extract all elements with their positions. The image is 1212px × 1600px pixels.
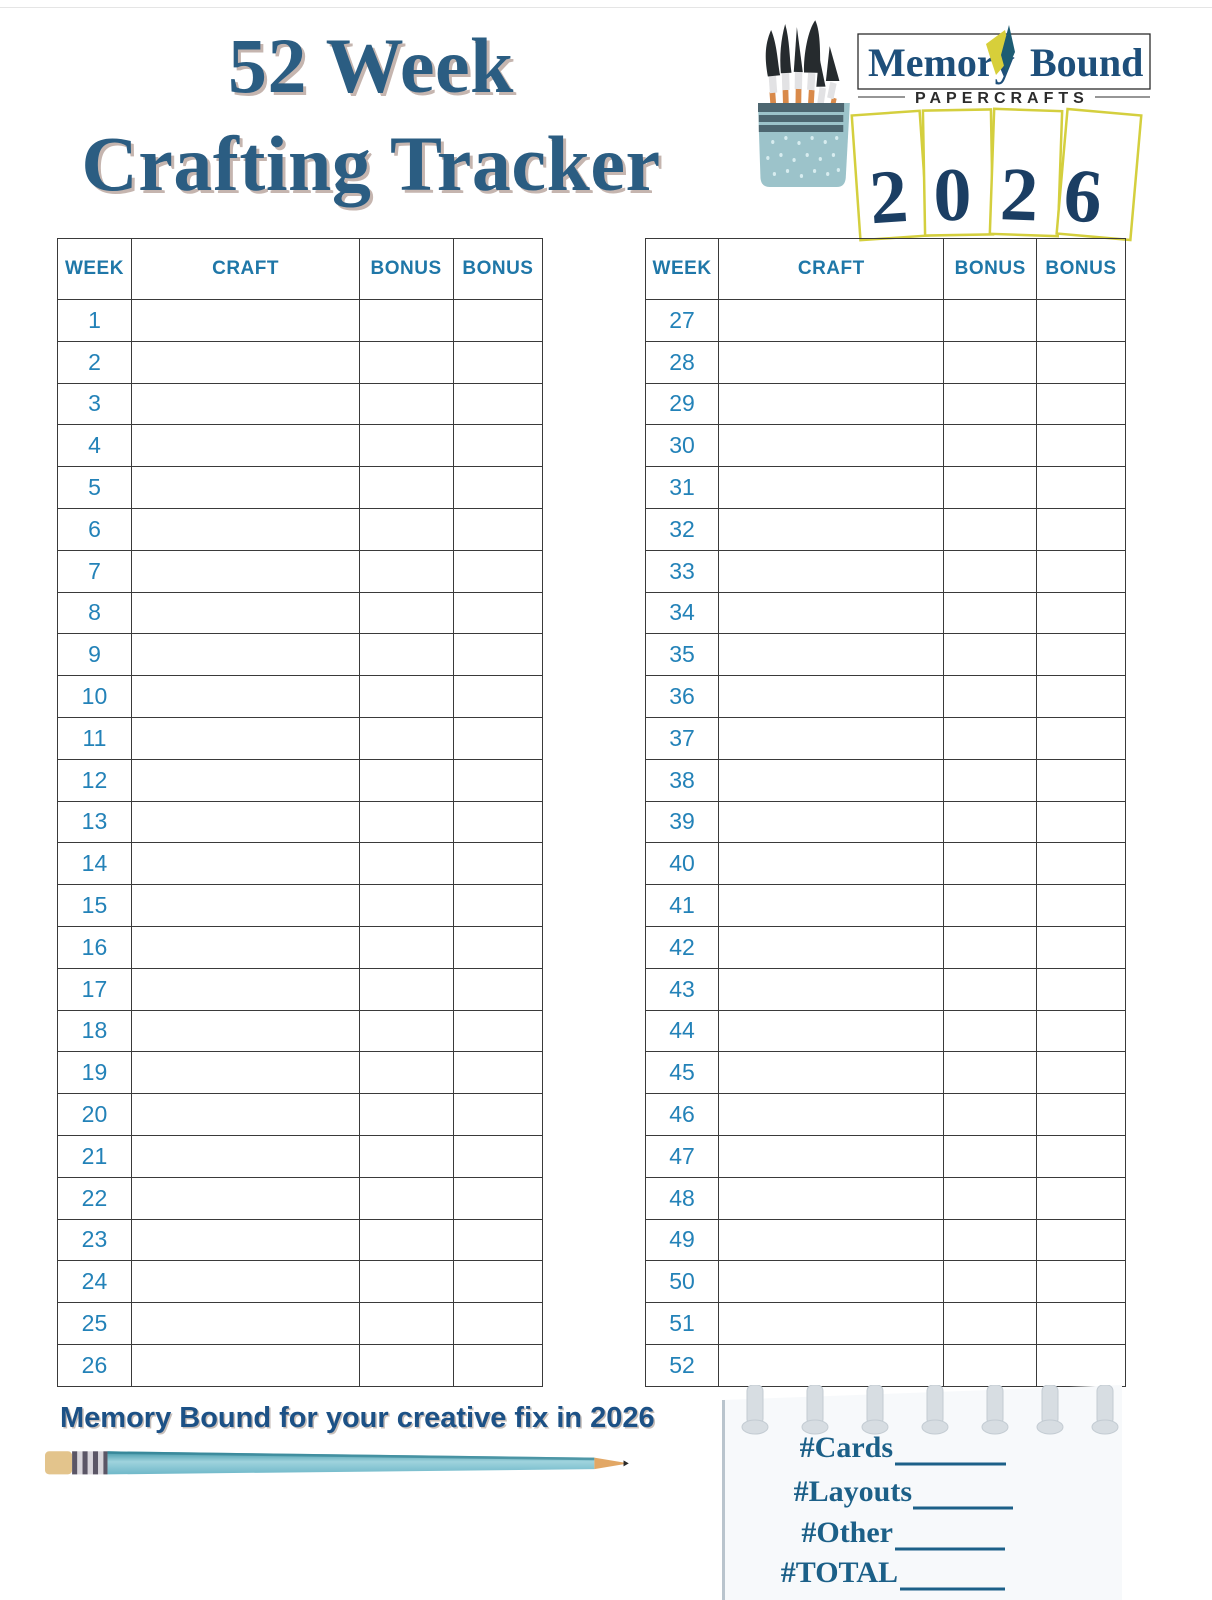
svg-text:6: 6 — [1060, 153, 1105, 240]
svg-text:Bound: Bound — [1030, 40, 1143, 85]
svg-text:2: 2 — [867, 154, 911, 240]
svg-text:#TOTAL: #TOTAL — [781, 1556, 898, 1589]
svg-text:#Other: #Other — [801, 1516, 893, 1549]
svg-text:PAPERCRAFTS: PAPERCRAFTS — [915, 90, 1089, 107]
svg-text:2: 2 — [999, 152, 1040, 237]
svg-text:#Cards: #Cards — [800, 1431, 893, 1464]
svg-text:0: 0 — [933, 153, 972, 238]
svg-text:#Layouts: #Layouts — [794, 1475, 912, 1508]
